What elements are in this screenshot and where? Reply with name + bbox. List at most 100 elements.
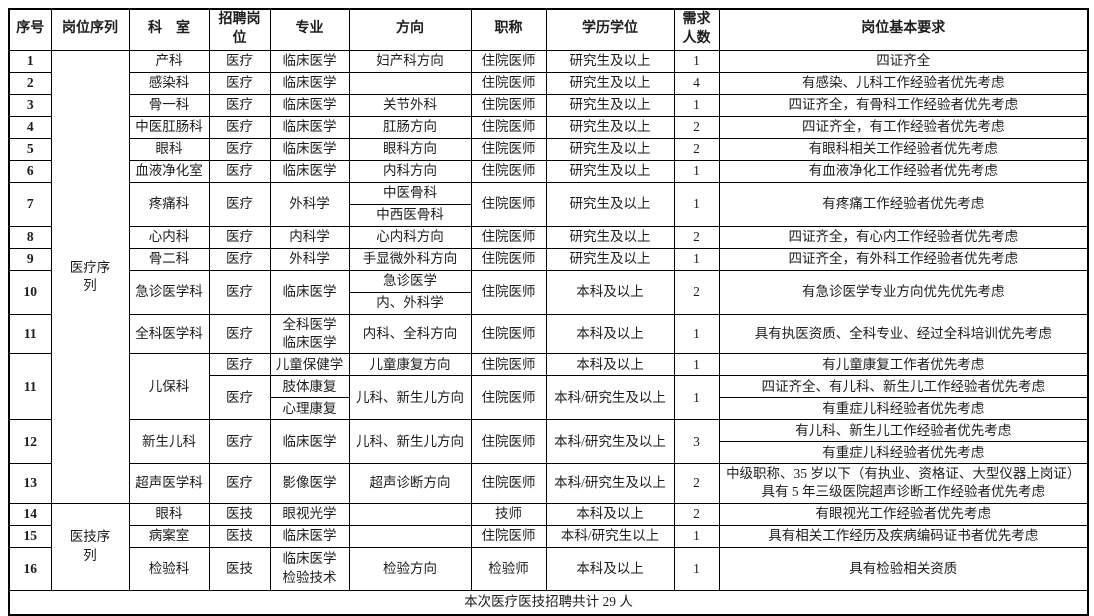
table-row: 15 病案室 医技 临床医学 住院医师 本科/研究生以上 1 具有相关工作经历及疾病编码证书者…: [8, 524, 1089, 548]
table-cell: 1: [673, 524, 720, 548]
table-row: 6 血液净化室 医疗 临床医学 内科方向 住院医师 研究生及以上 1 有血液净化工作经验者优先考…: [8, 159, 1089, 183]
table-cell: 医疗: [208, 375, 271, 421]
table-row: 8 心内科 医疗 内科学 心内科方向 住院医师 研究生及以上 2 四证齐全，有心内工作经验者优先…: [8, 225, 1089, 249]
table-row: 3 骨一科 医疗 临床医学 关节外科 住院医师 研究生及以上 1 四证齐全，有骨科工作经验者优先…: [8, 93, 1089, 117]
table-row: 有重症儿科经验者优先考虑: [9, 441, 1089, 465]
col-header-title: 职称: [470, 8, 547, 51]
table-cell: 临床医学: [269, 115, 350, 139]
table-cell: 心理康复: [269, 397, 350, 421]
table-cell: 住院医师: [470, 49, 547, 73]
table-cell: 本科及以上: [545, 502, 675, 526]
table-cell: 3: [673, 419, 720, 465]
table-cell: 医疗: [208, 137, 271, 161]
table-cell: 住院医师: [470, 71, 547, 95]
table-cell: 1: [673, 313, 720, 355]
col-header-requirements: 岗位基本要求: [718, 8, 1089, 51]
table-cell: 有急诊医学专业方向优先优先考虑: [718, 269, 1089, 315]
table-cell: 医疗: [208, 159, 271, 183]
table-cell: 临床医学: [269, 269, 350, 315]
table-cell: 2: [673, 115, 720, 139]
table-cell: 3: [8, 93, 52, 117]
table-cell: 4: [673, 71, 720, 95]
table-cell: 住院医师: [470, 93, 547, 117]
table-cell: 2: [673, 269, 720, 315]
table-cell: 医疗: [208, 313, 271, 355]
table-cell: 2: [673, 225, 720, 249]
table-cell: 医疗: [208, 225, 271, 249]
table-cell: 四证齐全，有工作经验者优先考虑: [718, 115, 1089, 139]
table-cell: 产科: [128, 49, 210, 73]
col-header-headcount: 需求人数: [673, 8, 720, 51]
table-cell: 2: [673, 137, 720, 161]
table-cell: 本科及以上: [545, 313, 675, 355]
table-cell: 1: [8, 49, 52, 73]
table-cell: 1: [673, 375, 720, 421]
table-cell: 关节外科: [348, 93, 472, 117]
table-row: 11 儿保科 医疗 儿童保健学 儿童康复方向 住院医师 本科及以上 1 有儿童康复工作者优先考虑: [8, 353, 1089, 421]
table-cell: 住院医师: [470, 115, 547, 139]
table-cell: 内科、全科方向: [348, 313, 472, 355]
table-cell: 本科/研究生以上: [545, 524, 675, 548]
table-cell: 感染科: [128, 71, 210, 95]
table-cell: 住院医师: [470, 269, 547, 315]
table-cell: 医疗: [208, 115, 271, 139]
col-header-department: 科 室: [128, 8, 210, 51]
table-cell: 骨一科: [128, 93, 210, 117]
table-cell: 儿科、新生儿方向: [348, 419, 472, 465]
table-cell: 影像医学: [269, 463, 350, 504]
table-cell: 2: [673, 502, 720, 526]
table-cell: 有感染、儿科工作经验者优先考虑: [718, 71, 1089, 95]
table-cell: 2: [8, 71, 52, 95]
table-cell: 临床医学: [269, 49, 350, 73]
table-row: 4 中医肛肠科 医疗 临床医学 肛肠方向 住院医师 研究生及以上 2 四证齐全，有工作经验者优先…: [8, 115, 1089, 139]
table-cell: 8: [8, 225, 52, 249]
table-cell: 医技: [208, 546, 271, 591]
table-cell: 15: [8, 524, 52, 548]
table-cell: 1: [673, 181, 720, 227]
table-row: 9 骨二科 医疗 外科学 手显微外科方向 住院医师 研究生及以上 1 四证齐全，有外科工作经验者…: [8, 247, 1089, 271]
table-cell: 儿童康复方向: [348, 353, 472, 377]
table-cell: 2: [673, 463, 720, 504]
table-cell: 研究生及以上: [545, 159, 675, 183]
table-row: 2 感染科 医疗 临床医学 住院医师 研究生及以上 4 有感染、儿科工作经验者优先考虑: [8, 71, 1089, 95]
table-cell: 5: [8, 137, 52, 161]
table-cell: 临床医学: [269, 419, 350, 465]
table-cell: 急诊医学: [348, 269, 472, 293]
table-cell: 肛肠方向: [348, 115, 472, 139]
table-cell: 疼痛科: [128, 181, 210, 227]
table-cell: 研究生及以上: [545, 247, 675, 271]
table-cell: 4: [8, 115, 52, 139]
table-cell: 眼视光学: [269, 502, 350, 526]
table-cell: 临床医学: [269, 159, 350, 183]
table-cell: 临床医学 检验技术: [269, 546, 350, 591]
recruitment-table: 序号 岗位序列 科 室 招聘岗位 专业 方向 职称 学历学位 需求人数 岗位基本…: [8, 8, 1089, 616]
table-row: 12 新生儿科 医疗 临床医学 儿科、新生儿方向 住院医师 本科/研究生及以上 3 有儿科、新生…: [8, 419, 1089, 465]
table-cell: 中级职称、35 岁以下（有执业、资格证、大型仪器上岗证）具有 5 年三级医院超声…: [718, 463, 1089, 504]
table-cell: 有疼痛工作经验者优先考虑: [718, 181, 1089, 227]
table-cell: 超声诊断方向: [348, 463, 472, 504]
table-cell: 有重症儿科经验者优先考虑: [718, 441, 1089, 465]
table-cell: 医技: [208, 502, 271, 526]
table-cell: 具有相关工作经历及疾病编码证书者优先考虑: [718, 524, 1089, 548]
table-cell: 心内科: [128, 225, 210, 249]
table-cell: 1: [673, 49, 720, 73]
table-cell: 有血液净化工作经验者优先考虑: [718, 159, 1089, 183]
table-cell: 7: [8, 181, 52, 227]
table-cell: 本科/研究生及以上: [545, 375, 675, 421]
header-row: 序号 岗位序列 科 室 招聘岗位 专业 方向 职称 学历学位 需求人数 岗位基本…: [8, 8, 1089, 51]
table-cell: 儿科、新生儿方向: [348, 375, 472, 421]
table-cell: 住院医师: [470, 313, 547, 355]
table-cell: 6: [8, 159, 52, 183]
table-summary: 本次医疗医技招聘共计 29 人: [8, 589, 1089, 616]
table-cell: 病案室: [128, 524, 210, 548]
table-cell: 中医骨科: [348, 181, 472, 205]
table-footer: 本次医疗医技招聘共计 29 人: [8, 589, 1089, 616]
table-cell: 全科医学科: [128, 313, 210, 355]
table-cell: 医疗: [208, 49, 271, 73]
table-row: 5 眼科 医疗 临床医学 眼科方向 住院医师 研究生及以上 2 有眼科相关工作经验者优先考虑: [8, 137, 1089, 161]
table-cell: 全科医学 临床医学: [269, 313, 350, 355]
table-header: 序号 岗位序列 科 室 招聘岗位 专业 方向 职称 学历学位 需求人数 岗位基本…: [8, 8, 1089, 51]
table-cell: 研究生及以上: [545, 137, 675, 161]
table-cell: 临床医学: [269, 93, 350, 117]
table-cell: 儿保科: [128, 353, 210, 421]
